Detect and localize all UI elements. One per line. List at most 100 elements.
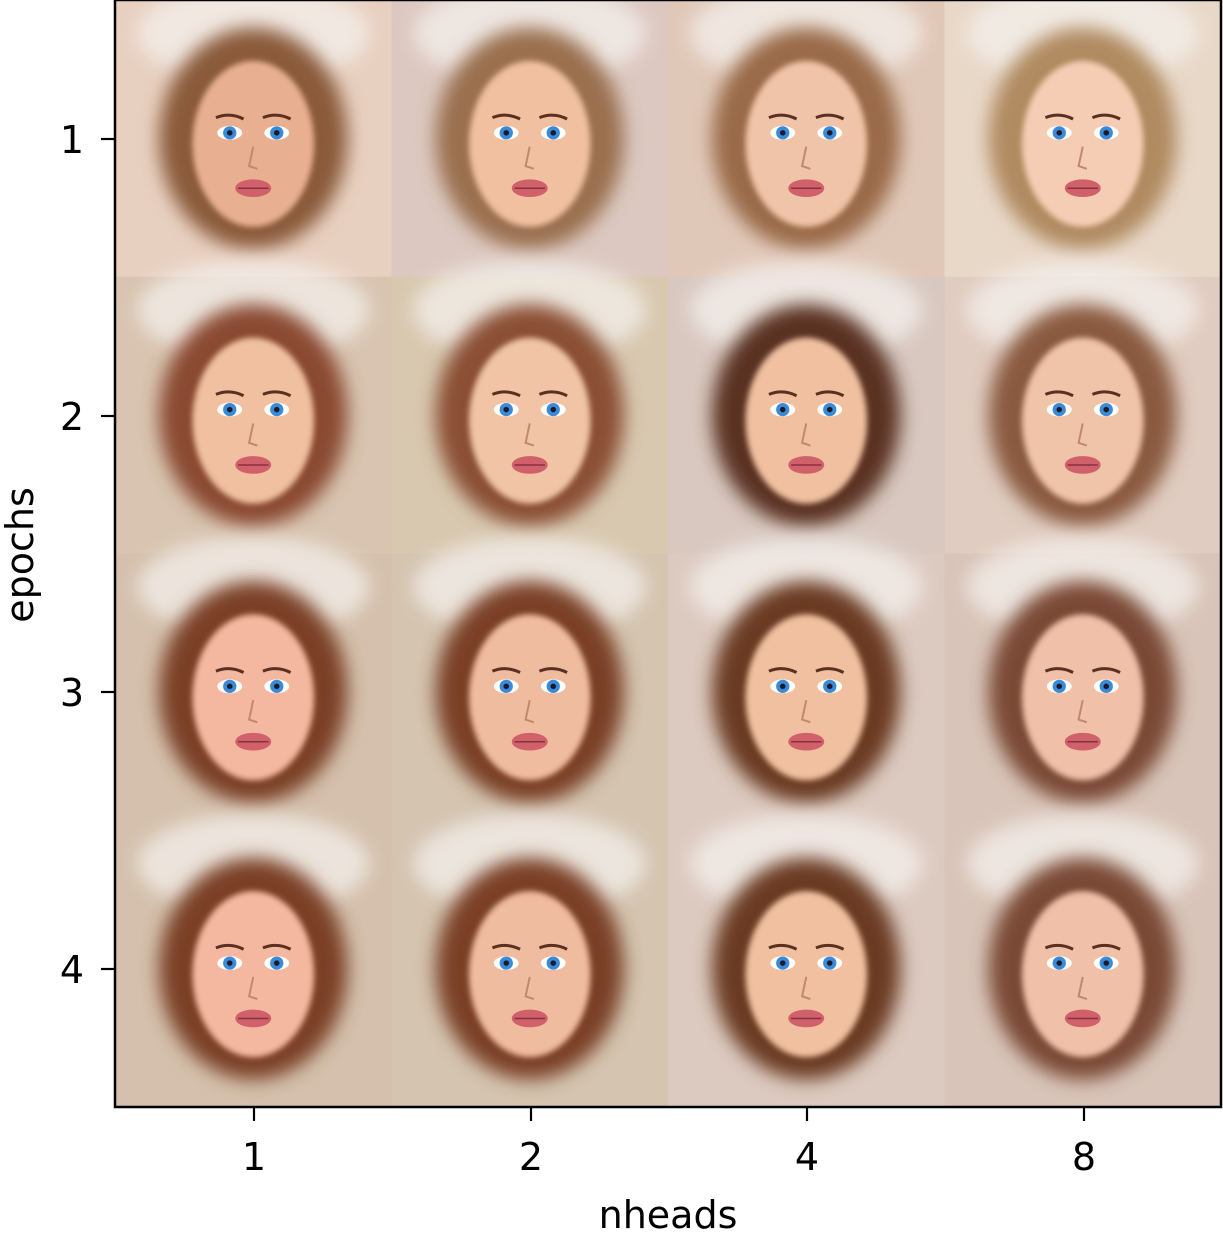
grid-cell: [391, 260, 669, 554]
eye-pupil: [226, 960, 233, 966]
nose: [524, 423, 535, 447]
y-tick-label: 3: [60, 671, 84, 715]
nose: [524, 976, 535, 1001]
eyebrow: [262, 390, 292, 398]
eye-pupil: [273, 406, 280, 413]
grid-cell: [944, 536, 1221, 831]
eyebrow: [215, 390, 245, 398]
grid-cell: [391, 813, 669, 1107]
x-tick-label: 2: [519, 1135, 543, 1179]
eyebrow: [538, 113, 568, 121]
eyebrow: [768, 113, 798, 121]
eyebrow: [262, 943, 292, 951]
face: [745, 337, 868, 504]
nose: [1077, 699, 1088, 724]
eye-pupil: [1056, 683, 1063, 690]
grid-cell: [115, 536, 392, 831]
eye-pupil: [226, 683, 233, 690]
eye-pupil: [1056, 130, 1063, 136]
eyebrow: [1044, 943, 1074, 951]
x-axis-label: nheads: [599, 1193, 738, 1237]
eye-pupil: [273, 960, 280, 966]
eyebrow: [1091, 113, 1121, 121]
y-tick-label: 4: [60, 948, 84, 992]
x-tick-label: 4: [795, 1135, 819, 1179]
face: [1021, 891, 1144, 1058]
face: [192, 891, 315, 1058]
eyebrow: [1044, 667, 1074, 674]
nose: [1077, 423, 1088, 447]
eye-pupil: [1103, 130, 1110, 136]
eyebrow: [491, 667, 521, 674]
plot-frame: [113, 0, 1223, 1109]
face: [468, 891, 591, 1058]
eyebrow: [1091, 390, 1121, 398]
x-tick-label: 1: [242, 1135, 266, 1179]
y-tick-label: 1: [60, 118, 84, 162]
eyebrow: [215, 667, 245, 674]
eye-pupil: [273, 130, 280, 136]
nose: [247, 423, 258, 447]
grid-cell: [944, 0, 1221, 278]
grid-cell: [115, 260, 392, 554]
eyebrow: [491, 943, 521, 951]
eyebrow: [538, 943, 568, 951]
nose: [800, 976, 811, 1001]
face: [1021, 60, 1144, 227]
eye-pupil: [503, 130, 510, 136]
face: [745, 891, 868, 1058]
face: [468, 614, 591, 781]
eye-pupil: [826, 406, 833, 413]
face: [192, 337, 315, 504]
eyebrow: [815, 943, 845, 951]
face: [745, 60, 868, 227]
nose: [800, 146, 811, 170]
eye-pupil: [503, 406, 510, 413]
nose: [247, 976, 258, 1001]
nose: [1077, 146, 1088, 170]
grid-cell: [944, 813, 1221, 1107]
eye-pupil: [1056, 406, 1063, 413]
eye-pupil: [779, 960, 786, 966]
eye-pupil: [273, 683, 280, 690]
eyebrow: [262, 667, 292, 674]
y-axis-ticks: 1 2 3 4: [60, 118, 115, 992]
eyebrow: [815, 113, 845, 121]
eye-pupil: [826, 130, 833, 136]
eye-pupil: [1103, 406, 1110, 413]
x-tick-label: 8: [1072, 1135, 1096, 1179]
eye-pupil: [226, 130, 233, 136]
y-axis-label: epochs: [0, 487, 42, 623]
eye-pupil: [550, 683, 557, 690]
nose: [800, 699, 811, 724]
eyebrow: [1044, 390, 1074, 398]
grid-cell: [115, 0, 392, 278]
grid-cell: [668, 536, 945, 831]
face: [192, 614, 315, 781]
face: [468, 337, 591, 504]
eyebrow: [538, 667, 568, 674]
face: [1021, 337, 1144, 504]
eye-pupil: [826, 960, 833, 966]
grid-cell: [391, 0, 669, 278]
nose: [247, 699, 258, 724]
eye-pupil: [503, 960, 510, 966]
grid-cell: [668, 813, 945, 1107]
face: [745, 614, 868, 781]
nose: [800, 423, 811, 447]
face: [468, 60, 591, 227]
y-tick-label: 2: [60, 395, 84, 439]
grid-cell: [115, 813, 392, 1107]
eye-pupil: [226, 406, 233, 413]
nose: [1077, 976, 1088, 1001]
eye-pupil: [1103, 960, 1110, 966]
eyebrow: [768, 390, 798, 398]
nose: [524, 699, 535, 724]
face: [1021, 614, 1144, 781]
eye-pupil: [779, 683, 786, 690]
eyebrow: [815, 667, 845, 674]
eyebrow: [768, 667, 798, 674]
eye-pupil: [1103, 683, 1110, 690]
eyebrow: [1044, 113, 1074, 121]
